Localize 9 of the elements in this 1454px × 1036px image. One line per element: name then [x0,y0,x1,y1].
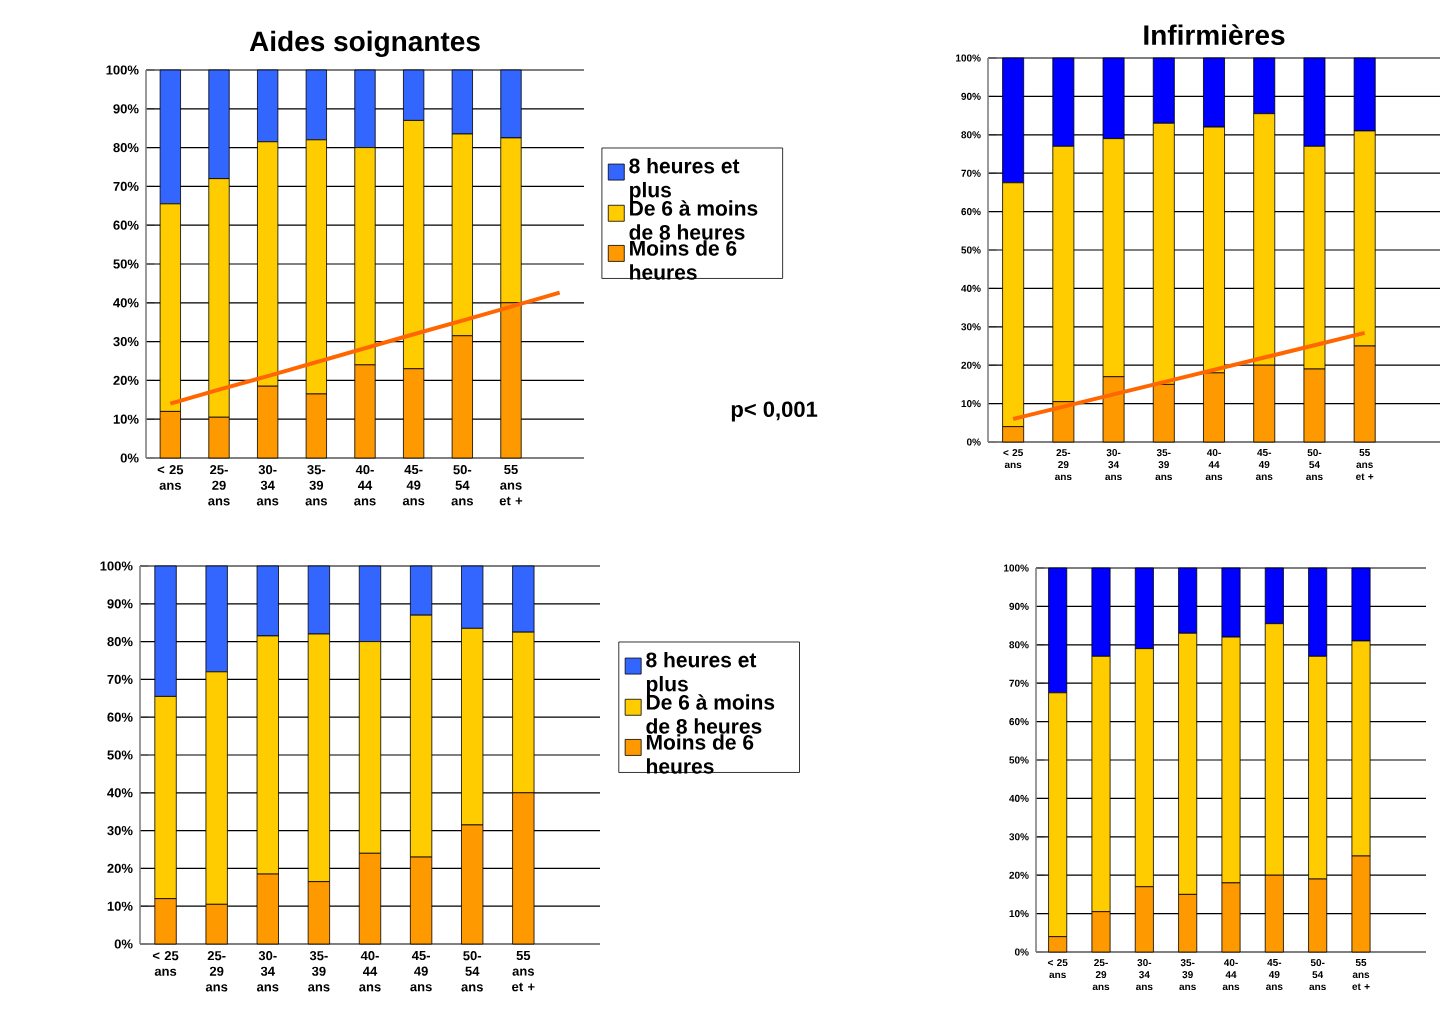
chart-title: Infirmières [1144,24,1285,45]
legend-label: De 6 à moins de 8 heures [629,200,758,240]
legend-label: 8 heures et plus [646,651,757,696]
chart-title: Aides soignantes [249,30,480,57]
legend-label: Moins de 6 heures [646,734,754,774]
legend-label: 8 heures et plus [629,157,740,202]
legend-label: De 6 à moins de 8 heures [646,694,775,734]
text: p< 0,001 [731,401,818,422]
legend-label: Moins de 6 heures [630,240,737,280]
